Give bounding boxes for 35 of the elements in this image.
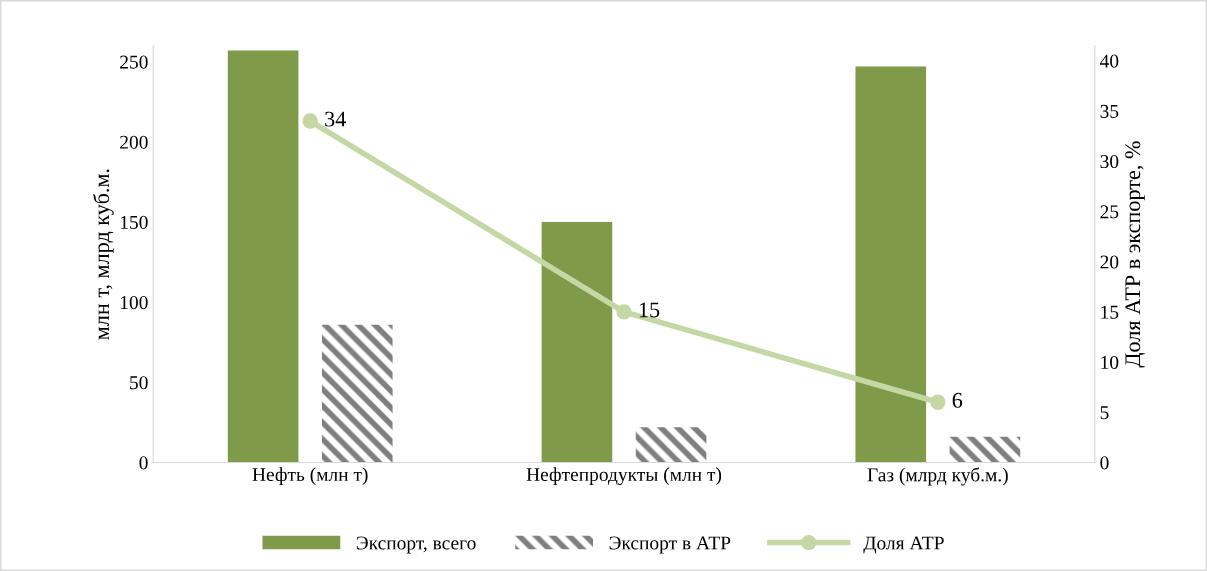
y2-tick-label: 20 — [1100, 255, 1119, 269]
point — [616, 304, 632, 320]
x-tick-label: Нефтепродукты (млн т) — [526, 467, 722, 486]
data-label: 34 — [325, 111, 346, 127]
y2-tick-label: 0 — [1100, 456, 1109, 470]
bar — [855, 66, 927, 463]
y2-tick-label: 30 — [1100, 155, 1119, 169]
data-label: 6 — [952, 392, 963, 408]
legend-label: Доля АТР — [863, 536, 944, 554]
bar — [541, 222, 613, 463]
y-axis-title: млн т, млрд куб.м. — [93, 169, 114, 340]
bar — [321, 324, 393, 463]
point — [930, 394, 946, 410]
y2-tick-label: 10 — [1101, 355, 1119, 370]
point — [302, 113, 318, 129]
legend-label: Экспорт, всего — [356, 536, 476, 554]
y2-tick-label: 15 — [1101, 305, 1119, 319]
bar — [635, 427, 707, 463]
legend-label: Экспорт в АТР — [609, 536, 731, 554]
y-tick-label: 0 — [139, 456, 148, 470]
y2-tick-label: 40 — [1099, 54, 1119, 68]
data-label: 15 — [639, 302, 660, 318]
y2-tick-label: 35 — [1100, 104, 1119, 118]
bar — [227, 50, 299, 463]
y-tick-label: 50 — [130, 376, 148, 390]
y2-tick-label: 5 — [1100, 406, 1109, 420]
y-tick-label: 250 — [120, 55, 148, 69]
x-tick-label: Газ (млрд куб.м.) — [867, 467, 1008, 486]
x-tick-label: Нефть (млн т) — [252, 467, 368, 485]
y-tick-label: 100 — [120, 296, 148, 310]
bar — [949, 436, 1021, 463]
y-tick-label: 200 — [120, 135, 148, 149]
y2-axis-title: Доля АТР в экспорте, % — [1125, 141, 1145, 368]
y2-tick-label: 25 — [1100, 205, 1119, 219]
y-tick-label: 150 — [120, 215, 148, 229]
